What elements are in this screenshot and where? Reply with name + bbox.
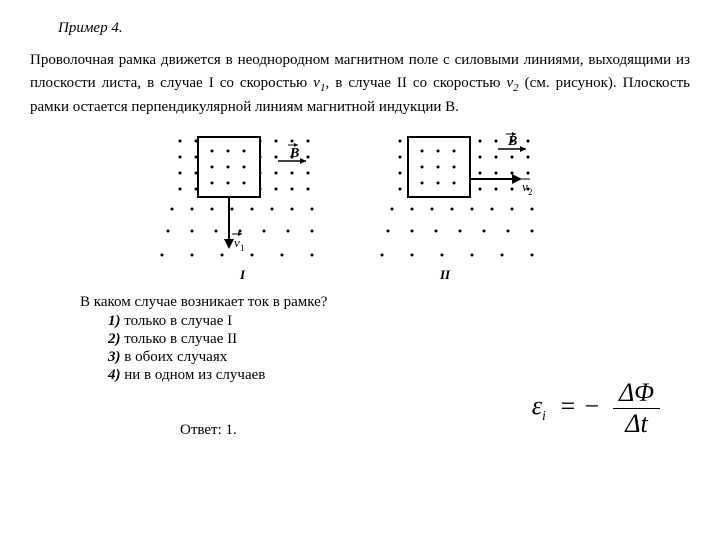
problem-text: Проволочная рамка движется в неоднородно… xyxy=(30,49,690,119)
option-1: 1) только в случае I xyxy=(108,313,690,330)
case1-label: I xyxy=(239,267,246,282)
b-vector-2: B xyxy=(498,132,526,152)
svg-text:2: 2 xyxy=(528,187,533,197)
option-2: 2) только в случае II xyxy=(108,331,690,348)
v1-arrow: v 1 xyxy=(224,197,245,253)
option-3: 3) в обоих случаях xyxy=(108,349,690,366)
svg-text:B: B xyxy=(289,146,299,161)
v2-arrow: v 2 xyxy=(470,174,533,197)
b-vector-1: B xyxy=(278,143,306,164)
options-list: 1) только в случае I 2) только в случае … xyxy=(108,313,690,384)
svg-text:1: 1 xyxy=(240,243,245,253)
case2-label: II xyxy=(439,267,451,282)
svg-text:B: B xyxy=(507,134,517,149)
example-title: Пример 4. xyxy=(58,20,690,37)
question-text: В каком случае возникает ток в рамке? xyxy=(80,294,690,311)
diagram: B v 1 xyxy=(30,127,690,292)
emf-formula: εi = − ΔΦ Δt xyxy=(532,378,660,439)
